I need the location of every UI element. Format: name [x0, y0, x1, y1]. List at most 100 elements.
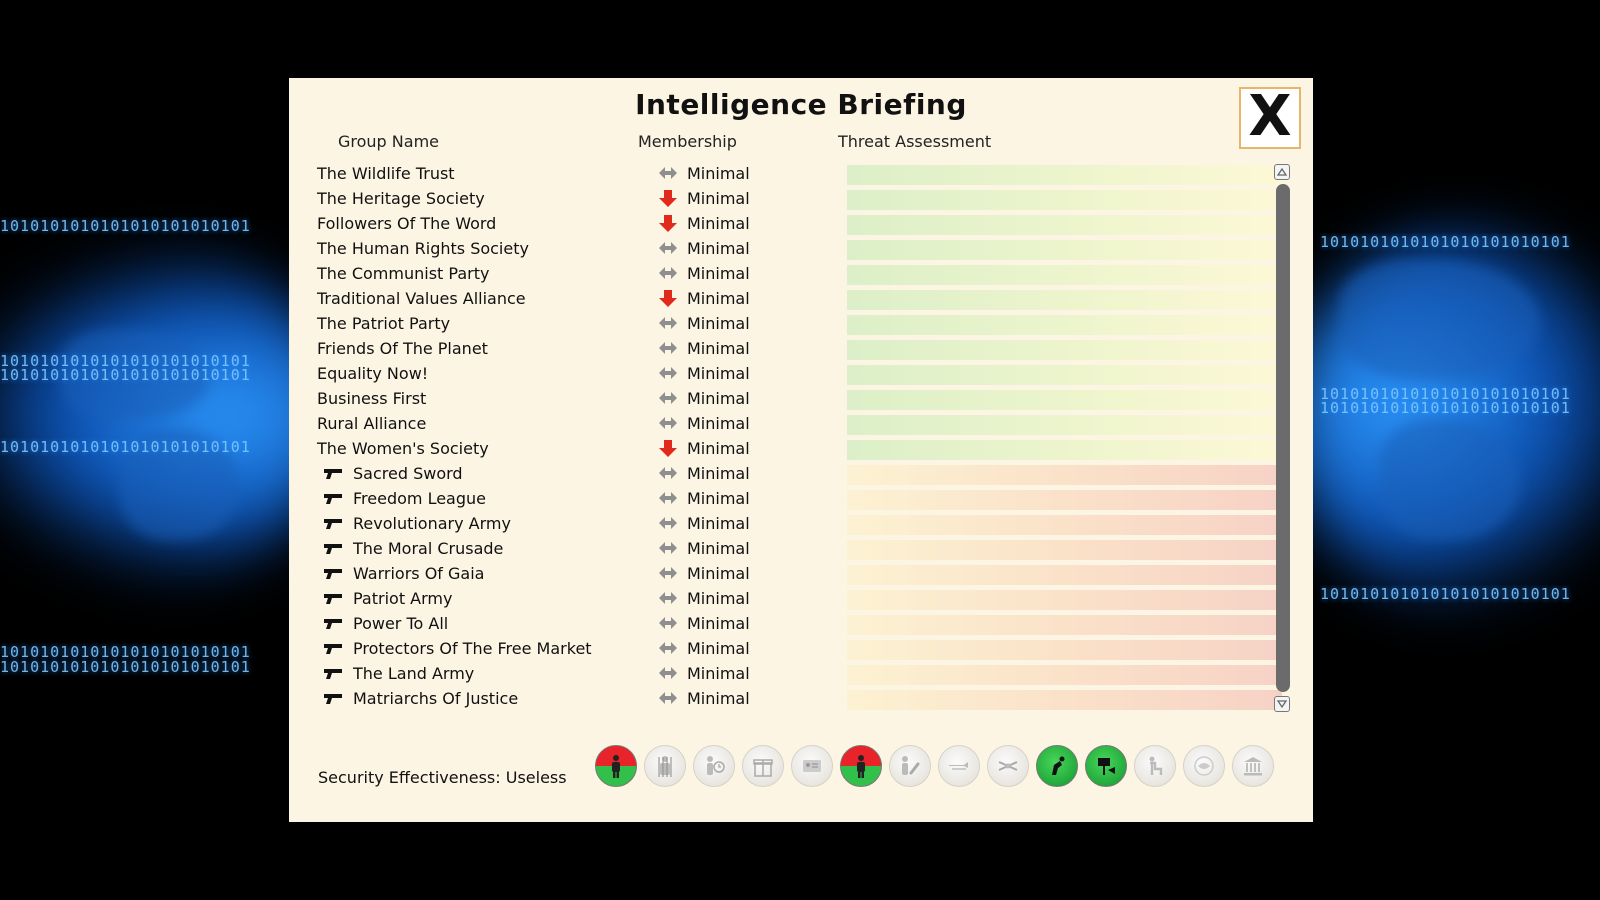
membership-value: Minimal — [687, 239, 750, 258]
trend-steady-arrow-icon — [659, 492, 677, 504]
pistol-icon — [324, 468, 342, 479]
eye-icon — [1194, 756, 1214, 776]
close-icon: X — [1248, 84, 1292, 149]
group-row[interactable]: Matriarchs Of Justice Minimal — [317, 687, 1282, 712]
police-officer-icon — [612, 755, 620, 778]
group-row[interactable]: Friends Of The Planet Minimal — [317, 337, 1282, 362]
group-row[interactable]: Followers Of The Word Minimal — [317, 212, 1282, 237]
threat-bar — [847, 190, 1282, 210]
group-row[interactable]: Revolutionary Army Minimal — [317, 512, 1282, 537]
threat-bar — [847, 340, 1282, 360]
security-policy-button[interactable] — [1232, 745, 1274, 787]
group-name: Business First — [317, 389, 427, 408]
group-name: Traditional Values Alliance — [317, 289, 526, 308]
scrollbar-thumb[interactable] — [1276, 184, 1290, 692]
group-name: Followers Of The Word — [317, 214, 497, 233]
group-row[interactable]: The Heritage Society Minimal — [317, 187, 1282, 212]
group-row[interactable]: The Land Army Minimal — [317, 662, 1282, 687]
threat-bar — [847, 465, 1282, 485]
column-header-group-name[interactable]: Group Name — [338, 132, 439, 151]
trend-steady-arrow-icon — [659, 242, 677, 254]
trend-steady-arrow-icon — [659, 317, 677, 329]
group-name-cell: The Communist Party — [317, 264, 489, 283]
security-policy-button[interactable] — [1183, 745, 1225, 787]
group-row[interactable]: Protectors Of The Free Market Minimal — [317, 637, 1282, 662]
group-row[interactable]: Business First Minimal — [317, 387, 1282, 412]
pistol-icon — [324, 618, 342, 629]
threat-bar — [847, 690, 1282, 710]
trend-steady-arrow-icon — [659, 642, 677, 654]
continent-shape — [120, 430, 240, 540]
group-row[interactable]: Traditional Values Alliance Minimal — [317, 287, 1282, 312]
group-row[interactable]: The Human Rights Society Minimal — [317, 237, 1282, 262]
vertical-scrollbar[interactable] — [1274, 164, 1292, 712]
group-row[interactable]: Warriors Of Gaia Minimal — [317, 562, 1282, 587]
binary-text: 1010101010101010101010101 — [0, 217, 251, 235]
membership-value: Minimal — [687, 214, 750, 233]
group-name: Friends Of The Planet — [317, 339, 488, 358]
security-policy-button[interactable] — [1134, 745, 1176, 787]
group-name: Protectors Of The Free Market — [353, 639, 592, 658]
group-row[interactable]: Freedom League Minimal — [317, 487, 1282, 512]
security-policy-button[interactable] — [1085, 745, 1127, 787]
trend-steady-arrow-icon — [659, 417, 677, 429]
membership-value: Minimal — [687, 614, 750, 633]
group-name: The Heritage Society — [317, 189, 485, 208]
binary-text: 1010101010101010101010101 — [0, 352, 251, 370]
trend-down-arrow-icon — [659, 440, 677, 457]
binary-text: 1010101010101010101010101 — [1320, 585, 1571, 603]
security-policy-button[interactable] — [791, 745, 833, 787]
trend-steady-arrow-icon — [659, 367, 677, 379]
security-policy-button[interactable] — [889, 745, 931, 787]
group-row[interactable]: The Patriot Party Minimal — [317, 312, 1282, 337]
border-wall-icon — [949, 762, 968, 770]
group-row[interactable]: Sacred Sword Minimal — [317, 462, 1282, 487]
trend-steady-arrow-icon — [659, 342, 677, 354]
security-policy-button[interactable] — [840, 745, 882, 787]
group-row[interactable]: The Women's Society Minimal — [317, 437, 1282, 462]
group-row[interactable]: The Wildlife Trust Minimal — [317, 162, 1282, 187]
membership-value: Minimal — [687, 639, 750, 658]
column-header-membership[interactable]: Membership — [638, 132, 737, 151]
trend-steady-arrow-icon — [659, 692, 677, 704]
group-row[interactable]: Power To All Minimal — [317, 612, 1282, 637]
pistol-icon — [324, 693, 342, 704]
drone-icon — [998, 761, 1018, 771]
binary-text: 1010101010101010101010101 — [0, 366, 251, 384]
threat-bar — [847, 365, 1282, 385]
group-row[interactable]: Patriot Army Minimal — [317, 587, 1282, 612]
close-button[interactable]: X — [1239, 87, 1301, 149]
security-policy-button[interactable] — [693, 745, 735, 787]
chevron-up-icon — [1276, 167, 1288, 176]
membership-value: Minimal — [687, 539, 750, 558]
group-name-cell: Freedom League — [323, 489, 486, 508]
scroll-up-button[interactable] — [1274, 164, 1290, 180]
membership-value: Minimal — [687, 664, 750, 683]
group-name: Freedom League — [353, 489, 486, 508]
group-row[interactable]: Equality Now! Minimal — [317, 362, 1282, 387]
security-policy-button[interactable] — [987, 745, 1029, 787]
security-policy-button[interactable] — [644, 745, 686, 787]
membership-value: Minimal — [687, 514, 750, 533]
security-policy-button[interactable] — [742, 745, 784, 787]
group-name: Warriors Of Gaia — [353, 564, 485, 583]
group-row[interactable]: Rural Alliance Minimal — [317, 412, 1282, 437]
group-name-cell: Rural Alliance — [317, 414, 426, 433]
scroll-down-button[interactable] — [1274, 696, 1290, 712]
gift-icon — [753, 759, 773, 777]
group-row[interactable]: The Moral Crusade Minimal — [317, 537, 1282, 562]
column-header-threat[interactable]: Threat Assessment — [838, 132, 992, 151]
security-policy-button[interactable] — [595, 745, 637, 787]
phone-tap-icon — [902, 756, 920, 775]
trend-steady-arrow-icon — [659, 267, 677, 279]
threat-bar — [847, 440, 1282, 460]
group-name-cell: Warriors Of Gaia — [323, 564, 484, 583]
group-row[interactable]: The Communist Party Minimal — [317, 262, 1282, 287]
trend-steady-arrow-icon — [659, 617, 677, 629]
membership-value: Minimal — [687, 289, 750, 308]
group-name-cell: Patriot Army — [323, 589, 452, 608]
membership-value: Minimal — [687, 589, 750, 608]
security-policy-button[interactable] — [938, 745, 980, 787]
security-policy-button[interactable] — [1036, 745, 1078, 787]
